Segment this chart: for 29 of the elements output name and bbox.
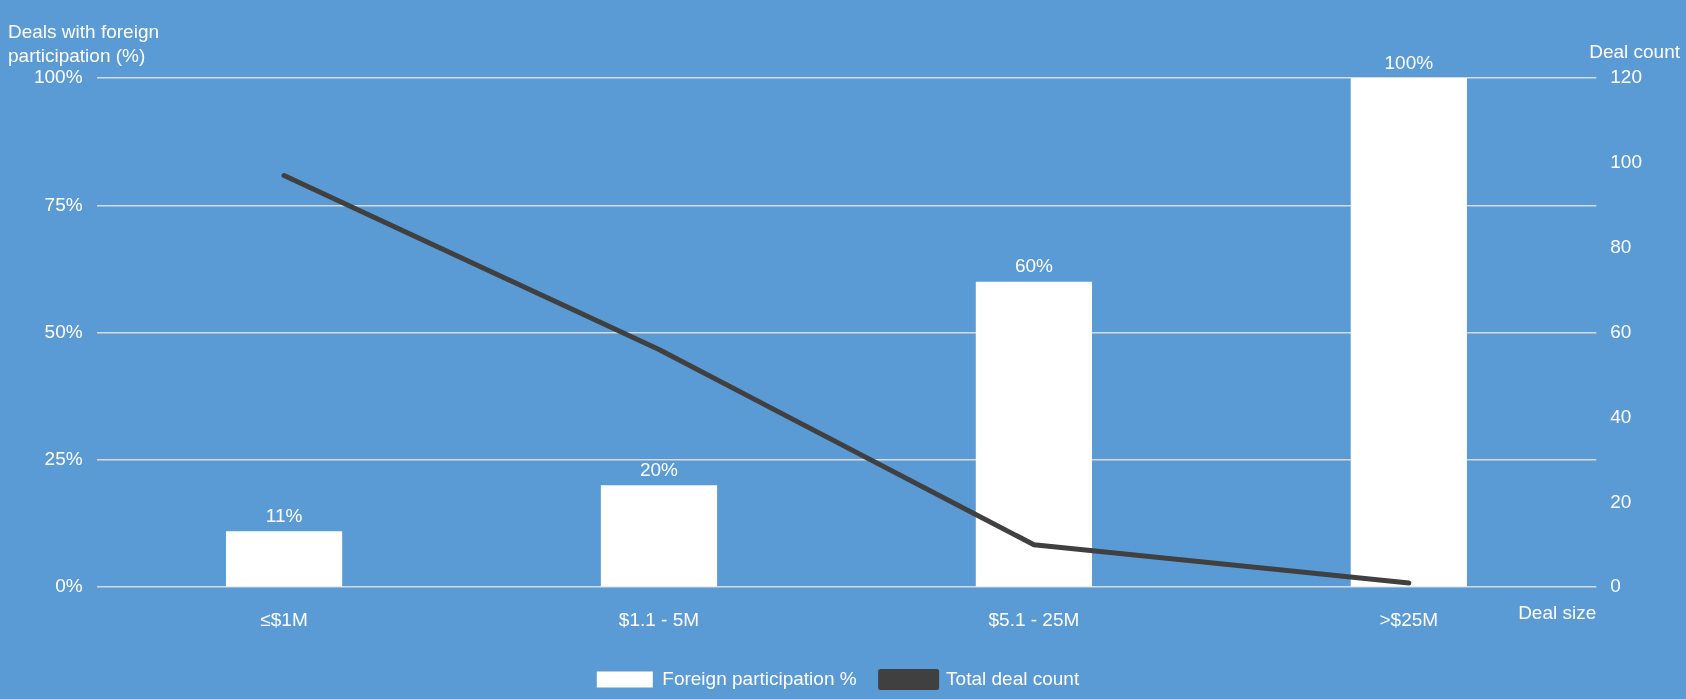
y-axis-title: Deals with foreign participation (%): [8, 20, 160, 66]
y2-tick-label: 60: [1610, 320, 1632, 342]
y2-axis-title: Deal count: [1589, 40, 1681, 62]
y-tick-label: 75%: [44, 193, 83, 215]
y2-tick-label: 40: [1610, 405, 1632, 427]
data-label: 20%: [639, 459, 679, 481]
bar: [225, 531, 343, 587]
x-tick-label: $5.1 - 25M: [988, 608, 1080, 630]
legend-label: Total deal count: [946, 667, 1080, 689]
y-tick-label: 100%: [33, 66, 83, 88]
x-tick-label: >$25M: [1379, 608, 1439, 630]
y-tick-label: 25%: [44, 448, 83, 470]
x-tick-label: ≤$1M: [260, 608, 308, 630]
y-tick-label: 50%: [44, 320, 83, 342]
x-tick-label: $1.1 - 5M: [618, 608, 700, 630]
y-tick-label: 0%: [55, 575, 83, 597]
y2-tick-label: 120: [1610, 66, 1642, 88]
data-label: 11%: [265, 504, 303, 526]
legend-label: Foreign participation %: [662, 667, 857, 689]
data-label: 100%: [1384, 51, 1434, 73]
bar: [975, 281, 1093, 587]
x-axis-title: Deal size: [1518, 601, 1597, 623]
y2-tick-label: 100: [1610, 151, 1642, 173]
y2-tick-label: 0: [1610, 575, 1621, 597]
bar: [600, 485, 718, 587]
y2-tick-label: 80: [1610, 235, 1632, 257]
y2-tick-label: 20: [1610, 490, 1632, 512]
bar: [1350, 78, 1467, 587]
data-label: 60%: [1014, 255, 1054, 277]
